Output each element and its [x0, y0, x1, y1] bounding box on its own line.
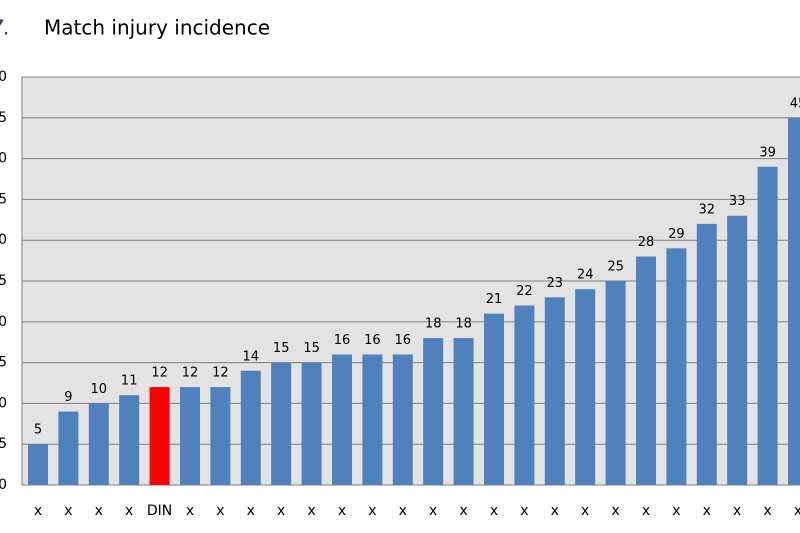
bar	[575, 289, 596, 485]
x-tick-label: x	[399, 503, 407, 519]
data-label: 11	[121, 374, 138, 389]
data-label: 14	[243, 349, 260, 364]
data-label: 15	[303, 341, 320, 356]
x-tick-label: x	[490, 503, 498, 519]
bar	[696, 223, 717, 485]
bar	[605, 281, 626, 485]
x-tick-label: x	[520, 503, 528, 519]
x-tick-label: x	[64, 503, 72, 519]
x-tick-label: x	[551, 503, 559, 519]
y-tick-label: 15	[0, 355, 7, 371]
data-label: 12	[151, 366, 168, 381]
x-tick-label: x	[703, 503, 711, 519]
x-tick-label: x	[125, 503, 133, 519]
x-tick-label: x	[794, 503, 800, 519]
y-tick-label: 50	[0, 69, 7, 85]
bar	[423, 338, 444, 485]
data-label: 12	[182, 366, 199, 381]
y-tick-label: 10	[0, 395, 7, 411]
bar	[210, 387, 231, 485]
bar	[58, 411, 79, 485]
x-tick-label: x	[429, 503, 437, 519]
bar	[301, 362, 322, 485]
data-label: 22	[516, 284, 533, 299]
x-tick-label: x	[581, 503, 589, 519]
y-tick-label: 0	[0, 477, 7, 493]
y-tick-label: 25	[0, 273, 7, 289]
data-label: 23	[547, 276, 564, 291]
chart-title: Match injury incidence	[44, 16, 270, 40]
bar	[392, 354, 413, 485]
bar	[180, 387, 200, 485]
figure-number: 7.	[0, 16, 10, 40]
bar	[271, 362, 292, 485]
bar	[332, 354, 352, 485]
bar	[362, 354, 383, 485]
bar	[240, 370, 261, 485]
data-label: 28	[638, 235, 655, 250]
x-tick-label: x	[733, 503, 741, 519]
bar	[727, 215, 748, 485]
x-tick-label: DIN	[147, 503, 172, 519]
data-label: 33	[729, 194, 746, 209]
bar	[88, 403, 109, 485]
bar	[484, 313, 504, 485]
bar	[636, 256, 656, 485]
data-label: 16	[395, 333, 412, 348]
bar	[514, 305, 535, 485]
data-label: 45	[790, 96, 800, 111]
bar	[544, 297, 565, 485]
bar	[666, 248, 687, 485]
y-tick-label: 45	[0, 110, 7, 126]
data-label: 39	[759, 145, 776, 160]
data-label: 16	[364, 333, 381, 348]
data-label: 9	[64, 390, 72, 405]
y-tick-label: 20	[0, 314, 7, 330]
x-tick-label: x	[216, 503, 224, 519]
x-tick-label: x	[277, 503, 285, 519]
data-label: 18	[455, 317, 472, 332]
x-tick-label: x	[247, 503, 255, 519]
y-tick-label: 5	[0, 436, 7, 452]
x-tick-label: x	[459, 503, 467, 519]
x-tick-label: x	[642, 503, 650, 519]
data-label: 29	[668, 227, 685, 242]
data-label: 32	[699, 202, 716, 217]
data-label: 10	[91, 382, 108, 397]
data-label: 15	[273, 341, 290, 356]
bar	[28, 444, 48, 485]
y-tick-label: 30	[0, 232, 7, 248]
y-tick-label: 35	[0, 191, 7, 207]
data-label: 18	[425, 317, 442, 332]
data-label: 12	[212, 366, 229, 381]
x-tick-label: x	[186, 503, 194, 519]
data-label: 21	[486, 292, 503, 307]
bar	[453, 338, 474, 485]
x-tick-label: x	[307, 503, 315, 519]
x-tick-label: x	[368, 503, 376, 519]
bar	[757, 166, 778, 485]
y-tick-label: 40	[0, 151, 7, 167]
bar	[119, 395, 140, 485]
data-label: 5	[34, 423, 42, 438]
bar	[788, 117, 800, 486]
x-tick-label: x	[611, 503, 619, 519]
x-tick-label: x	[338, 503, 346, 519]
data-label: 16	[334, 333, 351, 348]
x-tick-label: x	[672, 503, 680, 519]
data-label: 25	[607, 260, 624, 275]
x-tick-label: x	[763, 503, 771, 519]
x-tick-label: x	[95, 503, 103, 519]
data-label: 24	[577, 268, 594, 283]
x-tick-label: x	[34, 503, 42, 519]
bar	[149, 387, 170, 485]
